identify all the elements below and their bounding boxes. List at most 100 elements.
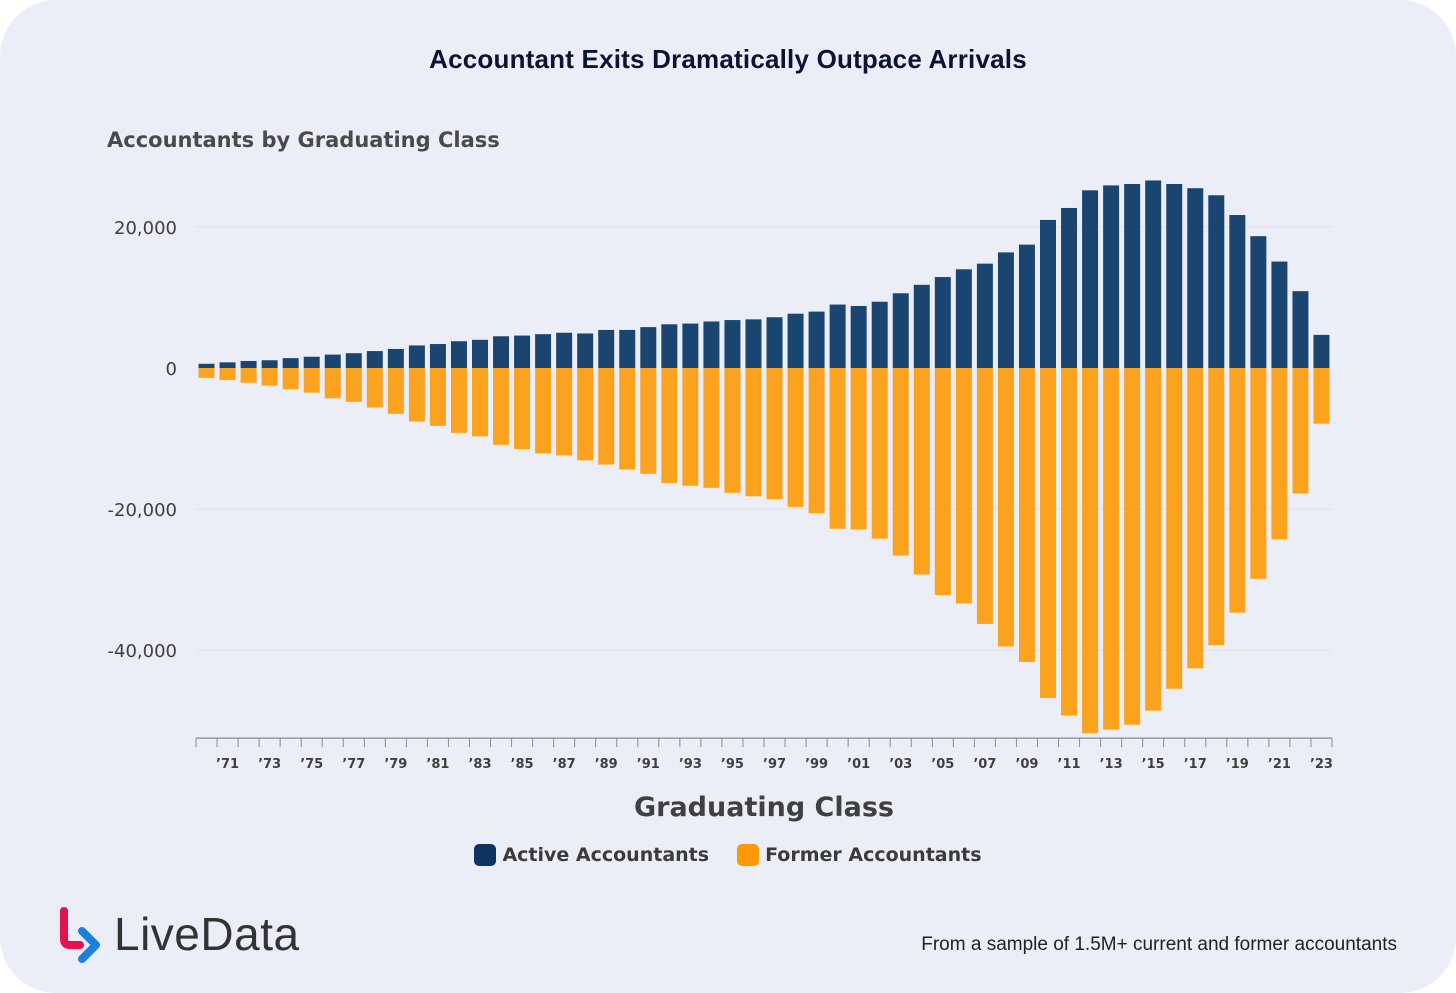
bar-former [198, 368, 215, 378]
bar-former [472, 368, 488, 437]
x-tick-label: ’07 [973, 757, 996, 772]
bar-former [366, 368, 383, 408]
bar-active [303, 356, 320, 368]
bar-active [1166, 183, 1183, 368]
legend-item-former[interactable]: Former Accountants [737, 844, 982, 866]
x-tick-label: ’75 [300, 757, 323, 772]
bar-former [240, 368, 257, 383]
bar-former [682, 368, 699, 486]
bar-former [955, 368, 972, 604]
bar-active [724, 320, 741, 368]
y-tick-label: -20,000 [108, 500, 177, 521]
bar-former [535, 368, 552, 454]
bar-active [219, 362, 236, 368]
bar-former [976, 368, 993, 624]
bar-former [787, 368, 804, 507]
bar-active [1082, 190, 1099, 368]
bar-active [345, 353, 362, 368]
y-tick-label: 0 [166, 359, 177, 380]
x-tick-label: ’85 [511, 757, 534, 772]
bar-active [1313, 334, 1330, 368]
chart-title: Accountant Exits Dramatically Outpace Ar… [429, 44, 1027, 74]
bar-former [766, 368, 783, 500]
bar-former [1124, 368, 1141, 725]
bar-former [387, 368, 404, 414]
bar-former [1250, 368, 1267, 579]
logo-text: LiveData [114, 908, 300, 960]
bar-former [619, 368, 636, 470]
chart-legend: Active Accountants Former Accountants [0, 844, 1456, 866]
bar-former [1292, 368, 1309, 494]
bar-active [1187, 188, 1204, 368]
bar-former [850, 368, 867, 530]
bar-active [1292, 291, 1309, 368]
bar-former [1208, 368, 1225, 646]
bar-former [1018, 368, 1035, 662]
bar-active [829, 304, 846, 368]
bar-active [324, 354, 341, 368]
bar-former [640, 368, 657, 474]
bar-active [514, 335, 531, 368]
bar-former [1061, 368, 1078, 716]
bar-former [913, 368, 930, 575]
bar-chart: 20,000 0 -20,000 -40,000 ’71 ’73 ’75 ’77 ’79 ’81 ’… [108, 180, 1333, 823]
bar-active [913, 284, 930, 368]
x-tick-label: ’93 [679, 757, 702, 772]
legend-item-active[interactable]: Active Accountants [474, 844, 709, 866]
x-tick-label: ’81 [426, 757, 449, 772]
bar-former [282, 368, 299, 390]
x-tick-label: ’99 [805, 757, 828, 772]
bar-former [450, 368, 467, 433]
x-tick-label: ’83 [468, 757, 491, 772]
bar-active [1229, 215, 1246, 368]
bar-active [535, 334, 552, 368]
footnote: From a sample of 1.5M+ current and forme… [921, 934, 1397, 955]
bar-active [408, 345, 425, 368]
bar-active [598, 329, 615, 368]
bar-active [787, 313, 804, 368]
bar-active [1208, 195, 1225, 368]
bar-former [871, 368, 888, 539]
x-tick-label: ’21 [1268, 757, 1291, 772]
bar-active [871, 301, 888, 368]
bar-active [493, 336, 510, 368]
x-tick-label: ’15 [1142, 757, 1165, 772]
bar-active [997, 252, 1014, 368]
x-tick-label: ’09 [1015, 757, 1038, 772]
bar-former [1166, 368, 1183, 689]
bar-active [934, 277, 951, 368]
bar-active [682, 323, 699, 368]
x-tick-label: ’89 [595, 757, 618, 772]
legend-label-active: Active Accountants [502, 844, 710, 866]
x-tick-label: ’13 [1100, 757, 1123, 772]
bar-active [619, 329, 636, 368]
bar-former [556, 368, 573, 456]
bar-active [1018, 244, 1035, 368]
bar-active [1061, 207, 1078, 368]
bar-former [1229, 368, 1246, 613]
bar-active [745, 319, 762, 368]
x-tick-label: ’71 [216, 757, 239, 772]
bar-active [766, 317, 783, 368]
x-tick-label: ’23 [1310, 757, 1333, 772]
x-tick-label: ’19 [1226, 757, 1249, 772]
x-tick-label: ’03 [889, 757, 912, 772]
bar-active [1145, 180, 1162, 368]
bar-former [598, 368, 615, 465]
bar-former [219, 368, 236, 380]
bar-former [577, 368, 594, 461]
bar-former [808, 368, 825, 514]
bar-former [745, 368, 762, 497]
bar-former [1103, 368, 1120, 730]
x-tick-label: ’01 [847, 757, 870, 772]
bar-former [1313, 368, 1330, 424]
x-tick-label: ’77 [342, 757, 365, 772]
bar-active [1124, 183, 1141, 368]
bar-active [429, 344, 446, 368]
x-tick-label: ’11 [1058, 757, 1081, 772]
x-tick-label: ’05 [931, 757, 954, 772]
bar-active [1271, 261, 1288, 368]
bar-active [976, 263, 993, 368]
bar-active [808, 311, 825, 368]
x-tick-label: ’91 [637, 757, 660, 772]
